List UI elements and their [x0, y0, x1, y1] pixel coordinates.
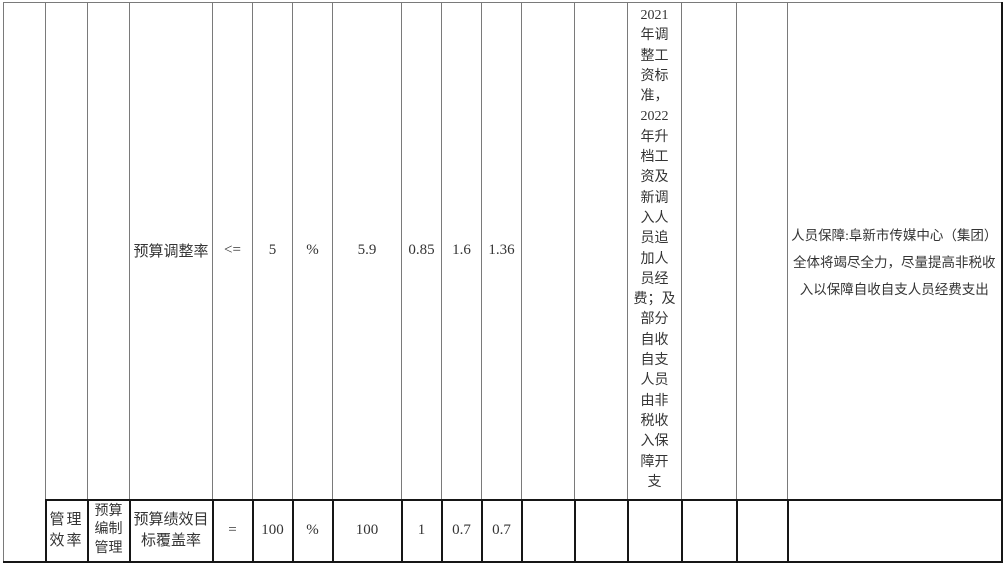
performance-indicator-table: 预算调整率 <= 5 % 5.9 0.85 1.6 1.36 2021 年调 整… [3, 2, 1003, 563]
cell-actual-value: 5.9 [332, 2, 402, 500]
cell-category-management-efficiency: 管理 效率 [44, 498, 89, 563]
cell-deviation-explanation: 2021 年调 整工 资标 准， 2022 年升 档工 资及 新调 入人 员追 … [627, 2, 682, 500]
cell-empty-9 [735, 498, 789, 563]
cell-subcategory-empty [45, 2, 88, 500]
cell-empty-10 [786, 498, 1003, 563]
cell-subsubcategory-empty [87, 2, 130, 500]
cell-category-merged [3, 2, 46, 562]
cell-empty-7 [626, 498, 683, 563]
cell-unit: % [291, 498, 334, 563]
cell-indicator-name: 预算绩效目 标覆盖率 [128, 498, 214, 563]
row-budget-adjustment-rate: 预算调整率 <= 5 % 5.9 0.85 1.6 1.36 2021 年调 整… [3, 2, 1002, 562]
cell-safeguard-note: 人员保障:阜新市传媒中心（集团） 全体将竭尽全力，尽量提高非税收 入以保障自收自… [787, 2, 1002, 500]
cell-target-value: 100 [251, 498, 294, 563]
cell-score-c: 1.36 [481, 2, 522, 500]
row-budget-target-coverage: 管理 效率 预算 编制 管理 预算绩效目 标覆盖率 = 100 % 100 1 … [4, 498, 1003, 563]
cell-score-c: 0.7 [480, 498, 523, 563]
cell-actual-value: 100 [331, 498, 403, 563]
cell-empty-6 [573, 498, 629, 563]
cell-indicator-name: 预算调整率 [129, 2, 213, 500]
cell-target-value: 5 [252, 2, 293, 500]
cell-score-a: 1 [400, 498, 443, 563]
cell-empty-1 [521, 2, 575, 500]
cell-score-b: 1.6 [441, 2, 482, 500]
cell-empty-3 [681, 2, 737, 500]
cell-operator: = [211, 498, 254, 563]
cell-empty-5 [520, 498, 576, 563]
cell-score-b: 0.7 [440, 498, 483, 563]
cell-empty-2 [574, 2, 628, 500]
cell-empty-4 [736, 2, 788, 500]
cell-empty-8 [680, 498, 738, 563]
cell-subcategory-budget-preparation: 预算 编制 管理 [86, 498, 131, 563]
cell-operator: <= [212, 2, 253, 500]
cell-score-a: 0.85 [401, 2, 442, 500]
cell-unit: % [292, 2, 333, 500]
